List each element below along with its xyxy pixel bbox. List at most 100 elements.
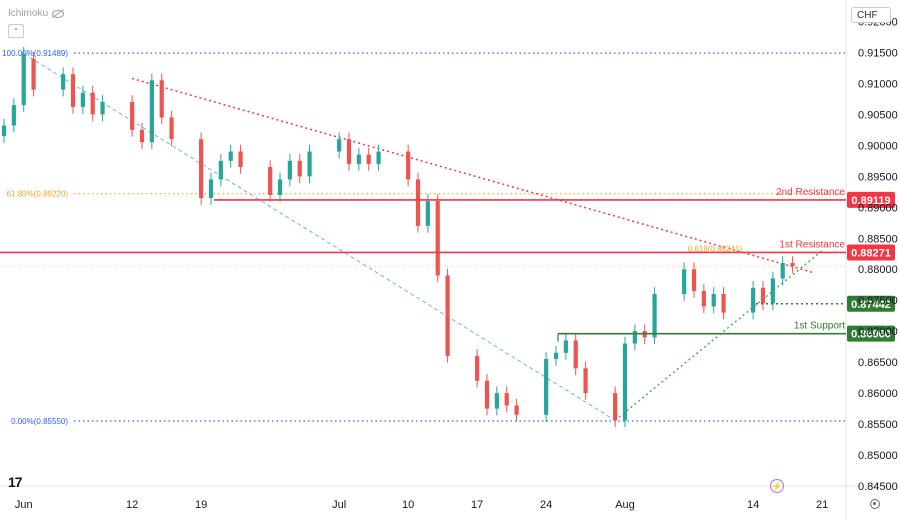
candle-body: [632, 331, 637, 344]
candle-body: [494, 393, 499, 409]
x-tick-label: Aug: [615, 499, 635, 511]
candle-body: [425, 201, 430, 226]
x-tick-label: 12: [126, 499, 138, 511]
candle-body: [406, 151, 411, 180]
candle-body: [475, 355, 480, 381]
candle-body: [277, 179, 283, 195]
y-tick-label: 0.85500: [858, 419, 898, 431]
candle-body: [90, 92, 95, 115]
candle-body: [238, 151, 243, 168]
candle-body: [415, 179, 421, 226]
eye-hidden-icon[interactable]: [52, 9, 65, 18]
candle-body: [751, 287, 756, 313]
level-price-text: 0.89119: [851, 195, 890, 207]
candle-body: [139, 129, 145, 143]
candle-body: [682, 269, 687, 294]
level-price-text: 0.88271: [851, 247, 891, 259]
candle-body: [130, 102, 135, 130]
level-label: 1st Resistance: [779, 239, 845, 250]
candle-body: [287, 160, 292, 180]
fib-label: 0.00%(0.85550): [11, 417, 68, 426]
fib-label: 100.00%(0.91489): [2, 49, 68, 58]
collapse-chevron-icon[interactable]: ⌃: [8, 24, 24, 38]
x-tick-label: 10: [402, 499, 414, 511]
candle-body: [208, 179, 214, 198]
candle-body: [61, 74, 66, 90]
y-tick-label: 0.86500: [858, 357, 898, 369]
lightning-icon[interactable]: ⚡: [770, 479, 784, 493]
candle-body: [435, 201, 440, 276]
candle-body: [445, 275, 450, 356]
fib-label: 61.80%(0.89220): [7, 190, 69, 199]
candle-body: [553, 352, 559, 360]
level-price-tag: [847, 295, 895, 312]
level-label: 2nd Resistance: [776, 187, 845, 198]
candle-body: [780, 263, 785, 279]
x-tick-label: Jul: [332, 499, 346, 511]
level-lines: 0.89119 2nd Resistance 0.88271 1st Resistan…: [0, 187, 895, 342]
y-tick-label: 0.84500: [858, 481, 898, 493]
fib-lines: 100.00%(0.91489) 61.80%(0.89220) 0.00%(0.8…: [2, 49, 846, 426]
indicator-name: Ichimoku: [8, 8, 49, 19]
y-tick-label: 0.90500: [858, 109, 898, 121]
candle-body: [622, 343, 628, 421]
x-tick-label: 17: [471, 499, 483, 511]
candle-body: [307, 151, 312, 177]
candle-body: [573, 340, 578, 369]
candle-body: [376, 151, 381, 164]
candle-body: [31, 58, 36, 90]
candle-body: [356, 154, 361, 164]
candle-body: [159, 80, 164, 118]
level-price-tag: [847, 244, 895, 261]
candle-body: [337, 139, 342, 152]
candle-body: [701, 290, 706, 307]
currency-label: CHF: [857, 9, 878, 21]
candle-body: [11, 105, 16, 126]
candle-body: [346, 139, 352, 164]
candle-body: [760, 287, 766, 304]
candle-body: [790, 263, 795, 267]
level-price-tag: [847, 325, 895, 342]
candle-body: [770, 278, 775, 304]
candle-body: [100, 102, 105, 115]
x-tick-label: Jun: [15, 499, 33, 511]
price-axis: 0.920000.915000.910000.905000.900000.895…: [858, 16, 898, 493]
level-price-text: 0.86960: [851, 329, 891, 341]
candle-body: [366, 154, 371, 164]
currency-button[interactable]: CHF: [851, 7, 891, 23]
x-tick-label: 24: [540, 499, 552, 511]
candle-body: [691, 269, 697, 291]
y-tick-label: 0.87000: [858, 326, 898, 338]
y-tick-label: 0.87500: [858, 295, 898, 307]
candle-body: [21, 53, 26, 106]
candle-body: [711, 294, 716, 307]
tradingview-logo-icon[interactable]: 17: [8, 474, 23, 490]
y-tick-label: 0.85000: [858, 450, 898, 462]
candle-body: [613, 393, 618, 421]
candle-body: [484, 380, 490, 409]
level-label: 1st Support: [794, 321, 845, 332]
candle-body: [504, 393, 509, 406]
candle-body: [218, 160, 223, 180]
y-tick-label: 0.91000: [858, 78, 898, 90]
resistance-trendline: [131, 77, 813, 274]
candle-body: [1, 125, 7, 137]
y-tick-label: 0.89500: [858, 171, 898, 183]
level-price-text: 0.87442: [851, 299, 891, 311]
settings-gear-icon[interactable]: [870, 499, 880, 509]
diagonal-lines: [0, 53, 846, 421]
candle-body: [199, 139, 204, 198]
candle-body: [70, 74, 76, 107]
candle-body: [80, 92, 85, 107]
y-tick-label: 0.89000: [858, 202, 898, 214]
x-tick-label: 21: [816, 499, 828, 511]
candle-body: [169, 117, 174, 140]
y-tick-label: 0.88500: [858, 233, 898, 245]
candle-body: [652, 294, 657, 338]
x-tick-label: 14: [747, 499, 759, 511]
indicator-label[interactable]: Ichimoku: [8, 8, 65, 19]
y-tick-label: 0.88000: [858, 264, 898, 276]
candle-body: [544, 359, 549, 415]
